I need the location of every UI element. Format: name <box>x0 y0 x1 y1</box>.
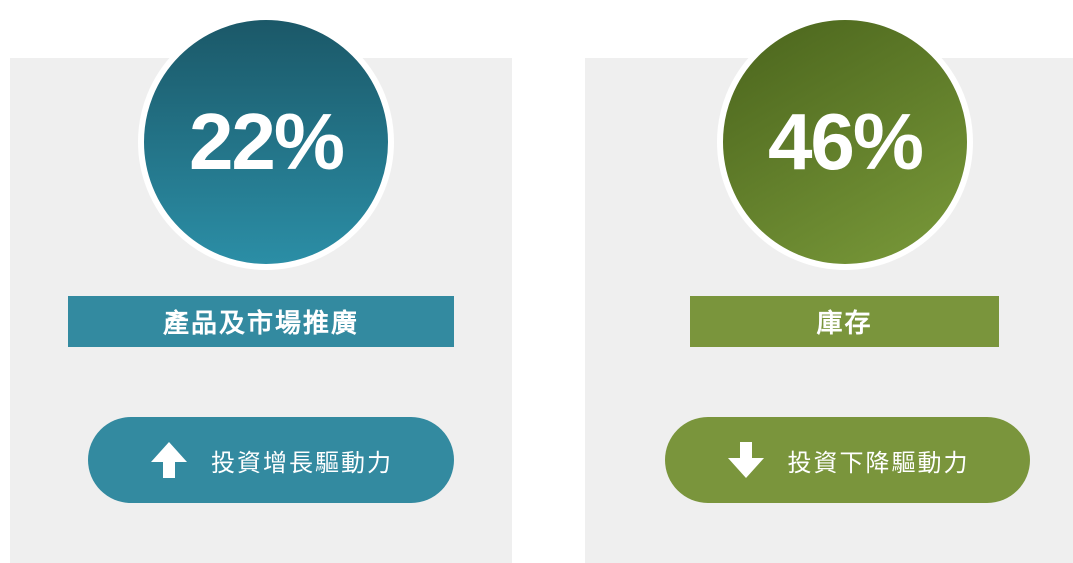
percent-circle: 46% <box>717 14 973 270</box>
button[interactable]: 投資下降驅動力 <box>665 417 1030 503</box>
button-text: 投資下降驅動力 <box>787 448 970 477</box>
label-bar: 庫存 <box>690 296 999 347</box>
button[interactable]: 投資增長驅動力 <box>88 417 454 503</box>
label: 產品及市場推廣 <box>162 309 359 339</box>
button-text: 投資增長驅動力 <box>211 448 393 477</box>
arrow-down-icon <box>727 442 764 478</box>
percent: 46% <box>767 97 924 186</box>
percent: 22% <box>188 97 345 186</box>
percent-circle: 22% <box>138 14 394 270</box>
label: 庫存 <box>816 309 873 339</box>
label-bar: 產品及市場推廣 <box>68 296 454 347</box>
arrow-up-icon <box>151 442 187 478</box>
